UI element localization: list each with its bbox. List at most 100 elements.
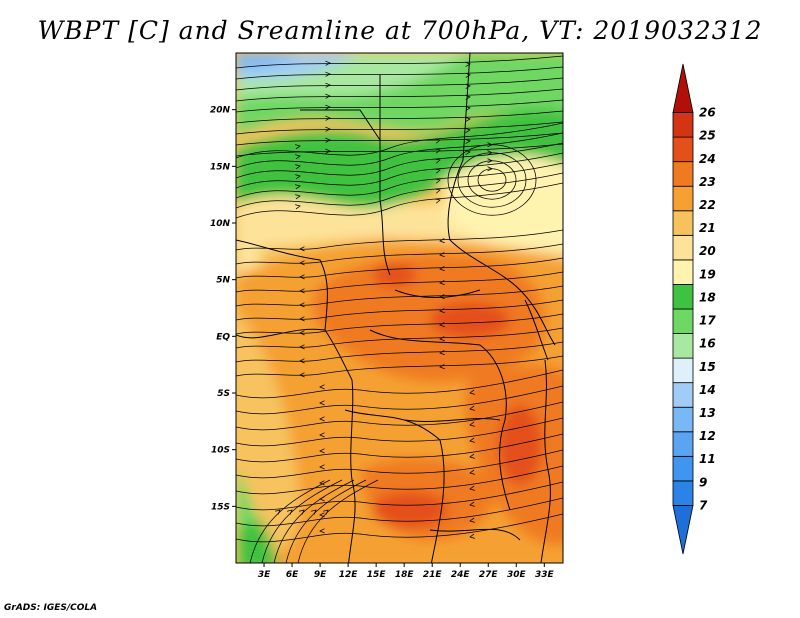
streamline [236,513,563,543]
streamline-arrow [469,469,475,475]
streamline [236,313,563,335]
streamline-arrow [469,421,475,427]
streamline [236,355,563,377]
streamline-arrow [319,400,325,406]
streamline [236,341,563,363]
streamline [236,449,563,479]
colorbar-swatch [672,136,694,163]
streamline-arrow [469,501,475,507]
streamline-arrow [295,204,301,210]
streamline [236,121,563,135]
streamline-arrow [469,517,475,523]
streamline [236,385,563,415]
streamline-arrow [319,448,325,454]
x-tick-label: 6E [286,570,299,580]
streamline-arrow [299,358,305,364]
streamline-arrow [439,336,445,342]
streamline-arrow [439,322,445,328]
streamline-arrow [465,61,471,67]
x-tick-label: 3E [258,570,271,580]
colorbar-swatch [672,406,694,433]
streamline [236,401,563,431]
colorbar-label: 9 [699,475,707,489]
streamline-arrow [465,83,471,89]
wbpt-color-field [236,53,563,563]
streamline-arrow [435,198,441,204]
streamline-arrow [295,174,301,180]
streamline-arrow [299,372,305,378]
streamline-arrow [299,316,305,322]
streamline [236,497,563,527]
streamline-arrow [325,115,331,121]
streamline-arrow [439,294,445,300]
streamline [457,152,527,208]
colorbar-swatch [672,308,694,334]
streamline [236,110,563,124]
streamline-arrow [295,194,301,200]
streamline-arrow [487,166,493,172]
streamline [236,299,563,321]
streamline-arrow [435,178,441,184]
streamline-arrow [325,126,331,132]
streamline-arrow [439,280,445,286]
streamline-arrow [275,509,281,515]
colorbar-swatch [672,161,694,187]
streamline-arrow [435,138,441,144]
streamline-arrow [435,188,441,194]
streamline-arrow [435,168,441,174]
y-tick-label: 15N [210,162,231,172]
colorbar-swatch [672,210,694,236]
streamline-arrow [435,158,441,164]
streamline-arrow [435,148,441,154]
streamline [236,152,563,189]
streamline [236,182,563,219]
map-frame [235,52,564,564]
x-tick-label: 12E [339,570,359,580]
colorbar-label: 18 [699,290,716,304]
colorbar-label: 11 [699,452,716,466]
streamline-arrow [299,274,305,280]
streamline [236,257,563,279]
streamlines [236,55,563,563]
streamline-arrow [439,350,445,356]
streamline-arrow [439,364,445,370]
colorbar-swatch [672,112,694,138]
colorbar-label: 23 [699,175,716,189]
streamline-arrow [299,509,305,515]
colorbar-swatch [672,357,694,384]
x-tick-label: 30E [507,570,527,580]
colorbar-label: 22 [699,198,716,212]
y-tick-label: EQ [216,332,230,342]
y-axis: 20N 15N 10N 5N EQ 5S 10S 15S [210,106,236,512]
streamline-arrow [487,150,493,156]
colorbar-label: 20 [699,244,716,258]
x-tick-label: 24E [451,570,471,580]
y-tick-label: 10N [210,219,231,229]
streamline-arrow [325,137,331,143]
streamline-arrow [469,405,475,411]
colorbar-label: 26 [699,106,716,120]
colorbar-swatch [672,455,694,482]
streamline-arrow [325,104,331,110]
colorbar-swatch [672,431,694,457]
streamline-arrow [469,485,475,491]
y-tick-label: 15S [211,502,230,512]
streamline-arrow [299,330,305,336]
colorbar-swatch [672,259,694,285]
streamline-arrow [325,93,331,99]
streamline [236,132,563,146]
streamline-arrow [295,144,301,150]
streamline [236,243,563,265]
streamline [236,465,563,495]
y-tick-label: 20N [210,106,231,116]
colorbar-label: 15 [699,360,716,374]
streamline [236,88,563,102]
streamline [236,172,563,209]
streamline [236,66,563,80]
chart-title: WBPT [C] and Sreamline at 700hPa, VT: 20… [37,16,763,45]
streamline [467,160,517,200]
streamline [236,77,563,91]
streamline [236,417,563,447]
streamline-arrow [469,533,475,539]
streamline-arrow [487,142,493,148]
